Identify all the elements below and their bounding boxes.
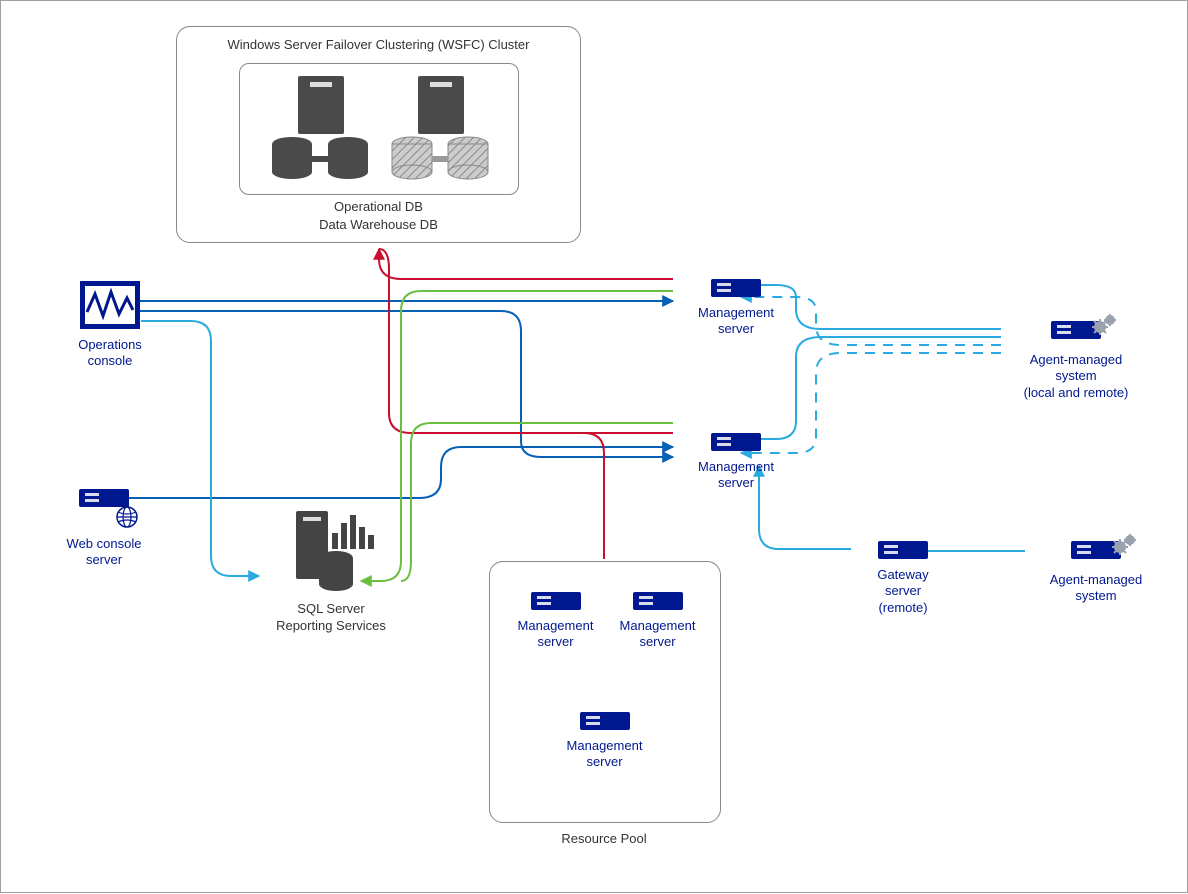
agent-remote-label-2: system <box>1075 588 1116 603</box>
diagram-canvas: Windows Server Failover Clustering (WSFC… <box>0 0 1188 893</box>
server-icon <box>633 592 683 610</box>
edge-mgmt-top-to-wsfc <box>379 249 673 279</box>
pool-s3-label-2: server <box>586 754 622 769</box>
ops-console-label-2: console <box>88 353 133 368</box>
pool-s1-label-1: Management <box>518 618 594 633</box>
mgmt-server-top-node: Management server <box>681 279 791 338</box>
resource-pool-box: Management server Management server Mana… <box>489 561 721 823</box>
server-icon <box>531 592 581 610</box>
edge-mgmt-mid-to-sql <box>401 423 673 581</box>
edge-mgmt-top-to-sql <box>361 291 673 581</box>
wsfc-cluster-box: Windows Server Failover Clustering (WSFC… <box>176 26 581 243</box>
agent-remote-label-1: Agent-managed <box>1050 572 1143 587</box>
mgmt-top-label-2: server <box>718 321 754 336</box>
resource-pool-title: Resource Pool <box>489 831 719 848</box>
gears-icon <box>1092 313 1118 335</box>
pool-server-1: Management server <box>508 592 603 651</box>
server-icon <box>711 433 761 451</box>
edge-ops-to-mgmt-mid <box>131 311 673 457</box>
monitor-icon <box>80 281 140 329</box>
server-icon <box>79 489 129 507</box>
web-console-node: Web console server <box>54 489 154 569</box>
ops-console-label-1: Operations <box>78 337 142 352</box>
agent-local-label-2: system <box>1055 368 1096 383</box>
gateway-label-2: server <box>885 583 921 598</box>
server-icon <box>580 712 630 730</box>
gateway-label-3: (remote) <box>878 600 927 615</box>
gateway-label-1: Gateway <box>877 567 928 582</box>
agent-managed-local-node: Agent-managed system (local and remote) <box>1001 321 1151 401</box>
operations-console-node: Operations console <box>65 281 155 370</box>
mgmt-top-label-1: Management <box>698 305 774 320</box>
agent-managed-remote-node: Agent-managed system <box>1031 541 1161 605</box>
mgmt-mid-label-1: Management <box>698 459 774 474</box>
gears-icon <box>1112 533 1138 555</box>
server-icon <box>711 279 761 297</box>
mgmt-mid-label-2: server <box>718 475 754 490</box>
edge-agent-local-to-mgmt-mid-solid <box>741 337 1001 439</box>
pool-s3-label-1: Management <box>567 738 643 753</box>
agent-local-label-1: Agent-managed <box>1030 352 1123 367</box>
pool-server-3: Management server <box>557 712 652 771</box>
sql-label-2: Reporting Services <box>276 618 386 633</box>
database-icon <box>318 551 354 591</box>
edge-ops-to-sql <box>141 321 259 576</box>
db-server-icon-2 <box>390 76 490 182</box>
wsfc-db1-label: Operational DB <box>177 199 580 216</box>
pool-server-2: Management server <box>610 592 705 651</box>
globe-icon <box>115 505 139 529</box>
mgmt-server-mid-node: Management server <box>681 433 791 492</box>
edge-mgmt-mid-to-wsfc <box>379 249 673 433</box>
edge-web-to-mgmt-mid <box>109 447 673 498</box>
pool-s1-label-2: server <box>537 634 573 649</box>
db-server-icon-1 <box>270 76 370 182</box>
pool-s2-label-2: server <box>639 634 675 649</box>
gateway-server-node: Gateway server (remote) <box>853 541 953 616</box>
wsfc-title: Windows Server Failover Clustering (WSFC… <box>177 37 580 54</box>
sql-label-1: SQL Server <box>297 601 364 616</box>
web-console-label-2: server <box>86 552 122 567</box>
agent-local-label-3: (local and remote) <box>1024 385 1129 400</box>
edge-pool-to-wsfc <box>584 433 604 559</box>
server-icon <box>878 541 928 559</box>
bar-chart-icon <box>332 515 376 549</box>
sql-reporting-node: SQL Server Reporting Services <box>261 511 401 635</box>
wsfc-db2-label: Data Warehouse DB <box>177 217 580 234</box>
wsfc-inner-box <box>239 63 519 195</box>
web-console-label-1: Web console <box>67 536 142 551</box>
pool-s2-label-1: Management <box>620 618 696 633</box>
